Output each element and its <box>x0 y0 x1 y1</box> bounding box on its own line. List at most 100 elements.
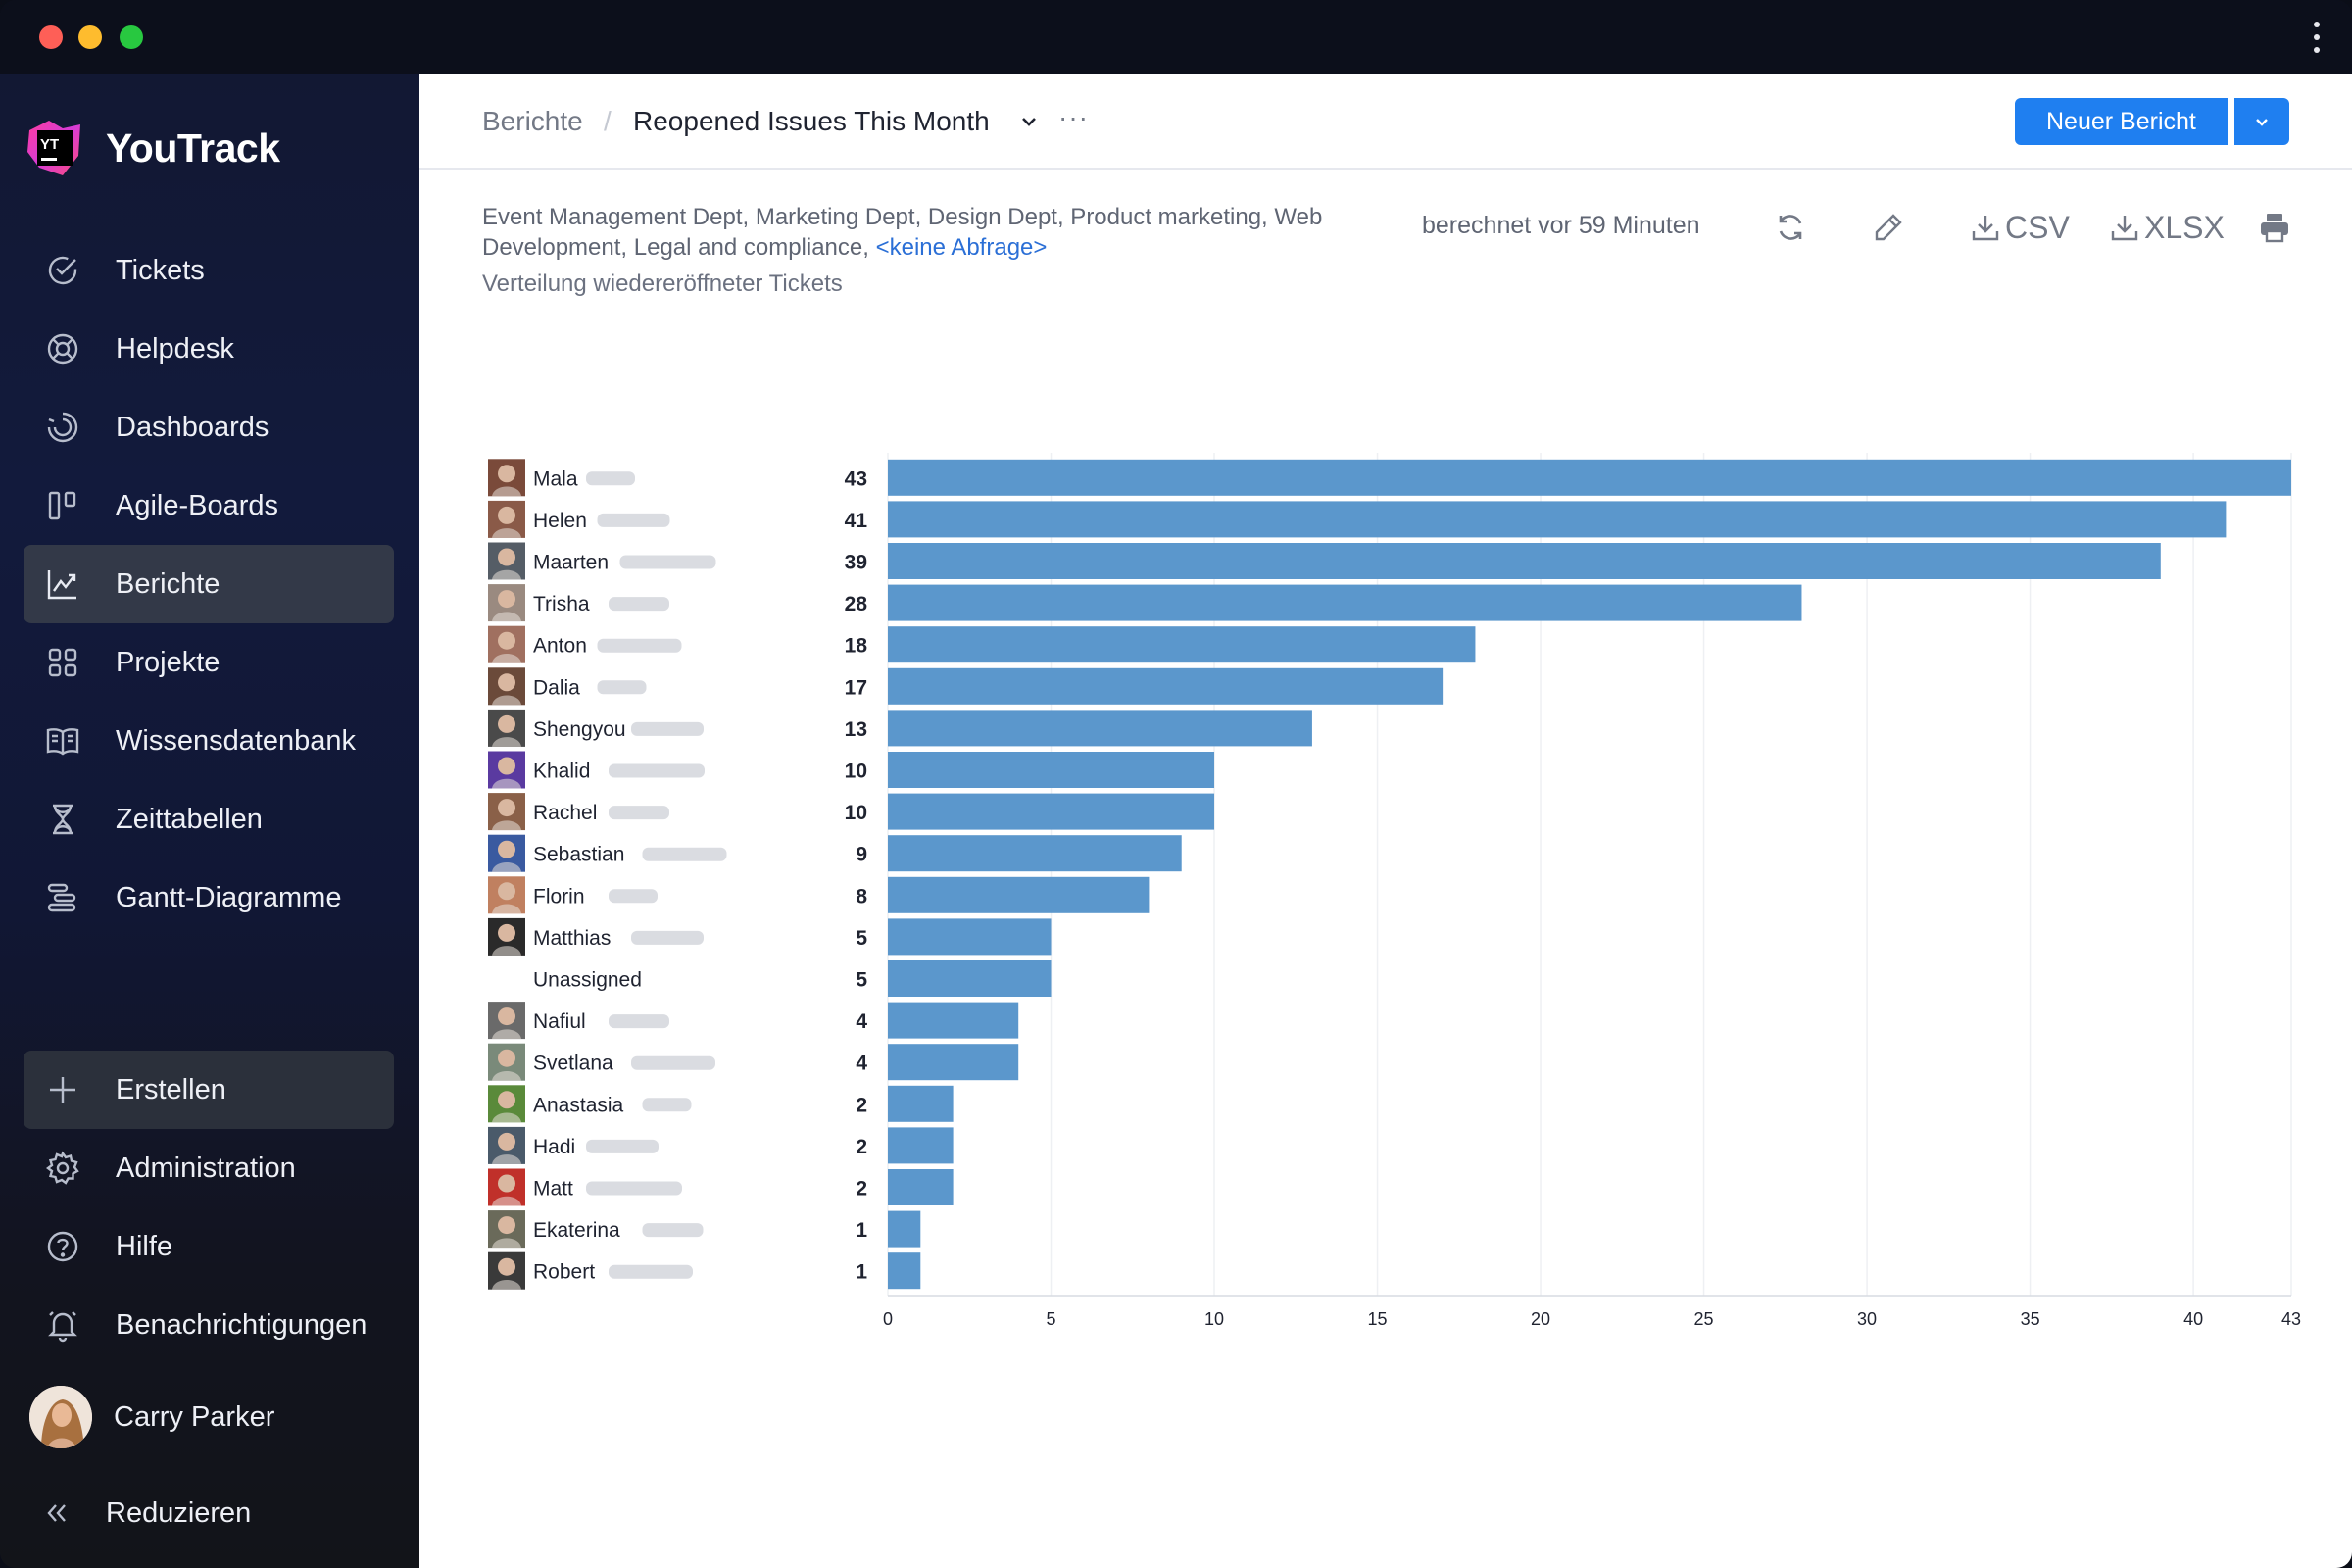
bar[interactable] <box>888 835 1182 872</box>
blurred-surname <box>586 471 635 486</box>
report-header: Berichte / Reopened Issues This Month ··… <box>419 74 2352 170</box>
category-label: Matt <box>533 1178 573 1200</box>
sidebar-item-dashboards[interactable]: Dashboards <box>24 388 394 466</box>
collapse-sidebar-button[interactable]: Reduzieren <box>43 1486 251 1541</box>
sidebar-item-administration[interactable]: Administration <box>24 1129 394 1207</box>
sidebar-item-berichte[interactable]: Berichte <box>24 545 394 623</box>
maximize-window-button[interactable] <box>120 25 143 49</box>
breadcrumb-root[interactable]: Berichte <box>482 106 583 136</box>
category-label: Rachel <box>533 802 597 824</box>
bar[interactable] <box>888 1044 1019 1081</box>
blurred-surname <box>642 1223 704 1238</box>
sidebar: YT YouTrack Tickets Helpdesk <box>0 74 419 1568</box>
avatar <box>488 1251 525 1290</box>
gantt-icon <box>43 878 82 917</box>
bar[interactable] <box>888 667 1444 705</box>
new-report-dropdown-button[interactable] <box>2234 98 2289 145</box>
query-link[interactable]: <keine Abfrage> <box>875 234 1048 261</box>
chevron-down-icon <box>2256 119 2268 126</box>
bar[interactable] <box>888 626 1476 663</box>
main-nav: Tickets Helpdesk Dashboards Agile-Boards <box>24 231 394 937</box>
bar[interactable] <box>888 1210 921 1248</box>
print-button[interactable] <box>2258 206 2291 249</box>
blurred-surname <box>586 1139 659 1153</box>
category-label: Sebastian <box>533 844 624 866</box>
svg-text:YT: YT <box>40 136 59 153</box>
app-name: YouTrack <box>106 124 280 171</box>
bar[interactable] <box>888 584 1802 621</box>
x-tick-label: 35 <box>2021 1309 2040 1329</box>
bar[interactable] <box>888 459 2291 496</box>
sidebar-item-gantt-diagramme[interactable]: Gantt-Diagramme <box>24 858 394 937</box>
blurred-surname <box>609 763 705 778</box>
sidebar-item-label: Benachrichtigungen <box>116 1308 368 1341</box>
category-label: Anton <box>533 635 587 658</box>
avatar <box>488 834 525 872</box>
more-options-button[interactable]: ··· <box>1058 102 1089 132</box>
x-tick-label: 0 <box>883 1309 893 1329</box>
pencil-icon <box>1875 214 1902 241</box>
bar[interactable] <box>888 501 2227 538</box>
sidebar-item-wissensdatenbank[interactable]: Wissensdatenbank <box>24 702 394 780</box>
create-button[interactable]: Erstellen <box>24 1051 394 1129</box>
category-label: Ekaterina <box>533 1219 620 1242</box>
bar[interactable] <box>888 1127 954 1164</box>
sidebar-item-label: Helpdesk <box>116 332 234 365</box>
category-label: Robert <box>533 1261 595 1284</box>
value-label: 1 <box>856 1261 867 1284</box>
bar[interactable] <box>888 1252 921 1290</box>
grid-icon <box>43 643 82 682</box>
x-tick-label: 15 <box>1368 1309 1388 1329</box>
sidebar-item-helpdesk[interactable]: Helpdesk <box>24 310 394 388</box>
value-label: 2 <box>856 1094 867 1116</box>
x-tick-label: 25 <box>1694 1309 1714 1329</box>
avatar <box>488 1210 525 1249</box>
avatar <box>488 584 525 622</box>
bar[interactable] <box>888 752 1215 788</box>
sidebar-item-zeittabellen[interactable]: Zeittabellen <box>24 780 394 858</box>
minimize-window-button[interactable] <box>78 25 102 49</box>
category-label: Dalia <box>533 676 580 699</box>
avatar <box>488 709 525 747</box>
export-xlsx-button[interactable]: XLSX <box>2109 206 2225 249</box>
report-title[interactable]: Reopened Issues This Month <box>633 106 990 136</box>
value-label: 13 <box>845 718 867 741</box>
bar[interactable] <box>888 543 2161 579</box>
sidebar-item-hilfe[interactable]: Hilfe <box>24 1207 394 1286</box>
user-profile[interactable]: Carry Parker <box>29 1384 274 1450</box>
bar[interactable] <box>888 918 1052 956</box>
bar[interactable] <box>888 710 1312 747</box>
bar[interactable] <box>888 1002 1019 1039</box>
bar[interactable] <box>888 876 1150 913</box>
value-label: 5 <box>856 969 867 992</box>
sidebar-item-projekte[interactable]: Projekte <box>24 623 394 702</box>
refresh-button[interactable] <box>1774 206 1807 249</box>
new-report-button[interactable]: Neuer Bericht <box>2015 98 2228 145</box>
category-label: Trisha <box>533 593 590 615</box>
x-tick-label: 40 <box>2183 1309 2203 1329</box>
edit-button[interactable] <box>1872 206 1905 249</box>
value-label: 43 <box>845 467 867 490</box>
sidebar-item-agile-boards[interactable]: Agile-Boards <box>24 466 394 545</box>
logo[interactable]: YT YouTrack <box>24 114 280 182</box>
chevron-down-icon[interactable] <box>1017 110 1041 133</box>
sidebar-item-benachrichtigungen[interactable]: Benachrichtigungen <box>24 1286 394 1364</box>
bar[interactable] <box>888 960 1052 997</box>
avatar <box>488 1085 525 1123</box>
export-csv-button[interactable]: CSV <box>1970 206 2070 249</box>
category-label: Nafiul <box>533 1010 586 1033</box>
bar[interactable] <box>888 1085 954 1122</box>
sidebar-item-label: Berichte <box>116 567 220 600</box>
sidebar-item-label: Dashboards <box>116 411 270 443</box>
sidebar-item-tickets[interactable]: Tickets <box>24 231 394 310</box>
bar[interactable] <box>888 793 1215 830</box>
bar[interactable] <box>888 1169 954 1205</box>
value-label: 10 <box>845 802 867 824</box>
category-label: Khalid <box>533 760 590 783</box>
window-menu-icon[interactable] <box>2311 22 2323 53</box>
category-label: Mala <box>533 467 578 490</box>
close-window-button[interactable] <box>39 25 63 49</box>
blurred-surname <box>619 555 716 569</box>
blurred-surname <box>631 721 704 736</box>
